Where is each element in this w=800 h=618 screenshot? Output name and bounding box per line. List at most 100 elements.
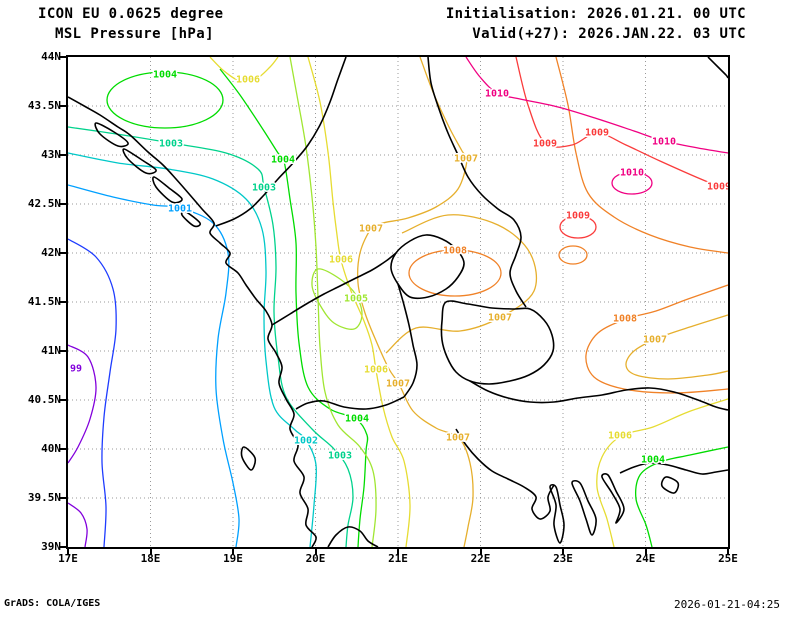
lon-label: 23E [553, 552, 573, 565]
lat-tick [60, 252, 66, 254]
lat-tick [60, 154, 66, 156]
contour-label-1005: 1005 [344, 294, 368, 305]
contour-line-1008 [585, 284, 728, 394]
contour-line-1006 [307, 57, 411, 547]
island [180, 210, 202, 228]
lon-tick [149, 549, 152, 555]
contour-label-1009: 1009 [566, 211, 590, 222]
island [152, 176, 183, 204]
contour-line-1008 [555, 57, 728, 254]
island [122, 148, 157, 175]
contour-label-1009: 1009 [707, 182, 728, 193]
contour-label-1009: 1009 [533, 139, 557, 150]
contour-line-1000 [68, 238, 117, 547]
border-greece-north [469, 380, 728, 411]
contour-label-1007: 1007 [643, 335, 667, 346]
contour-line-1009 [559, 215, 597, 239]
contour-line-1006 [596, 398, 728, 547]
lat-label: 39.5N [27, 491, 61, 504]
contour-label-1008: 1008 [443, 246, 467, 257]
lat-tick [60, 56, 66, 58]
lon-label: 25E [718, 552, 738, 565]
island [94, 122, 129, 148]
border-serbia-east [427, 57, 527, 308]
contour-label-1007: 1007 [454, 154, 478, 165]
lon-label: 21E [388, 552, 408, 565]
lat-tick [60, 497, 66, 499]
contour-label-1006: 1006 [329, 255, 353, 266]
contour-line-1003 [68, 126, 354, 547]
contour-line-1008 [558, 245, 588, 265]
init-time: Initialisation: 2026.01.21. 00 UTC [445, 6, 746, 22]
contour-label-1002: 1002 [294, 436, 318, 447]
contour-label-1006: 1006 [364, 365, 388, 376]
lat-label: 42.5N [27, 197, 61, 210]
lat-tick [60, 448, 66, 450]
contour-label-1003: 1003 [159, 139, 183, 150]
lat-label: 39N [41, 540, 61, 553]
border-montenegro-serbia [271, 252, 397, 326]
peninsula-chalkidiki [549, 483, 565, 544]
border-corner-ne [707, 57, 728, 79]
lon-tick [232, 549, 234, 555]
contour-label-1009: 1009 [585, 128, 609, 139]
lon-tick [397, 549, 399, 555]
lon-tick [562, 549, 564, 555]
lat-tick [60, 105, 66, 107]
peninsula-chalkidiki [571, 479, 597, 536]
island-thasos [660, 476, 680, 494]
contour-line-1010 [611, 171, 653, 195]
valid-time: Valid(+27): 2026.JAN.22. 03 UTC [472, 26, 746, 42]
contour-line-999 [68, 502, 88, 547]
lon-tick [727, 549, 729, 555]
island-corfu [240, 446, 257, 471]
lon-label: 18E [140, 552, 161, 565]
lon-label: 24E [635, 552, 656, 565]
lon-tick [479, 549, 482, 555]
contour-line-999 [68, 344, 97, 464]
lat-label: 40N [41, 442, 61, 455]
border-bosnia [215, 57, 347, 227]
lon-label: 20E [305, 552, 326, 565]
lat-label: 42N [41, 246, 61, 259]
contour-label-1007: 1007 [386, 379, 410, 390]
contour-label-999: 99 [70, 364, 82, 375]
lat-tick [60, 301, 66, 303]
contour-line-1004 [106, 71, 224, 129]
lat-tick [60, 350, 66, 352]
lon-tick [67, 549, 69, 555]
contour-label-1008: 1008 [613, 314, 637, 325]
border-albania-east [397, 283, 418, 398]
coastline-gulf [327, 526, 379, 547]
field-title: MSL Pressure [hPa] [55, 26, 214, 42]
pressure-map-svg: 99 1001 1002 1003 1003 1003 1004 1004 1004 1004 10… [68, 57, 728, 547]
lat-tick [60, 203, 66, 205]
contour-label-1004: 1004 [271, 155, 295, 166]
contour-label-1004: 1004 [641, 455, 665, 466]
contour-line-1007 [385, 214, 538, 354]
contour-label-1004: 1004 [345, 414, 369, 425]
contour-label-1010: 1010 [620, 168, 644, 179]
lat-label: 44N [41, 50, 61, 63]
lat-label: 43N [41, 148, 61, 161]
lat-label: 41N [41, 344, 61, 357]
map-frame [66, 55, 730, 549]
contour-label-1007: 1007 [359, 224, 383, 235]
peninsula-chalkidiki [601, 473, 625, 524]
lon-label: 22E [470, 552, 491, 565]
lon-label: 19E [223, 552, 243, 565]
contour-label-1006: 1006 [236, 75, 260, 86]
creation-timestamp: 2026-01-21-04:25 [674, 598, 780, 611]
contour-line-1009 [515, 57, 728, 191]
lon-tick [314, 549, 317, 555]
contour-line-1007 [625, 314, 728, 380]
contour-line-1010 [465, 57, 728, 154]
contour-line-1008 [408, 249, 502, 297]
contour-label-1007: 1007 [488, 313, 512, 324]
lat-tick [60, 399, 66, 401]
contour-line-1002 [68, 152, 318, 547]
contour-label-1003: 1003 [328, 451, 352, 462]
contour-label-1001: 1001 [168, 204, 192, 215]
lat-label: 40.5N [27, 393, 61, 406]
